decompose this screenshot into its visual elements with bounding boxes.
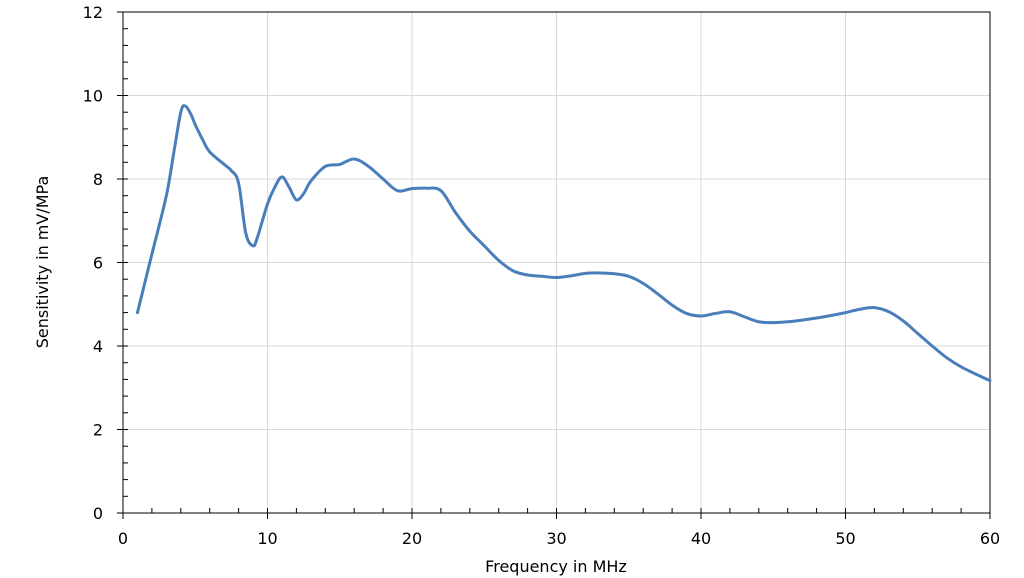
series-line (135, 104, 992, 383)
y-tick-label: 8 (93, 170, 103, 189)
y-axis-title: Sensitivity in mV/MPa (33, 176, 52, 349)
y-tick-label: 2 (93, 421, 103, 440)
x-tick-labels: 0 10 20 30 40 50 60 (118, 529, 1000, 548)
x-tick-label: 30 (546, 529, 566, 548)
series-layer (135, 104, 992, 383)
y-tick-label: 12 (83, 3, 103, 22)
y-tick-labels: 0 2 4 6 8 10 12 (83, 3, 103, 523)
x-tick-label: 10 (257, 529, 277, 548)
major-ticks (117, 11, 991, 519)
x-axis-title: Frequency in MHz (485, 557, 627, 576)
x-tick-label: 40 (691, 529, 711, 548)
minor-ticks (122, 11, 991, 514)
y-tick-label: 10 (83, 87, 103, 106)
x-tick-label: 20 (402, 529, 422, 548)
plot-frame (122, 11, 991, 514)
x-tick-label: 60 (980, 529, 1000, 548)
y-tick-label: 6 (93, 254, 103, 273)
y-tick-label: 0 (93, 504, 103, 523)
x-tick-label: 50 (835, 529, 855, 548)
y-tick-label: 4 (93, 337, 103, 356)
gridlines (123, 12, 990, 513)
x-tick-label: 0 (118, 529, 128, 548)
